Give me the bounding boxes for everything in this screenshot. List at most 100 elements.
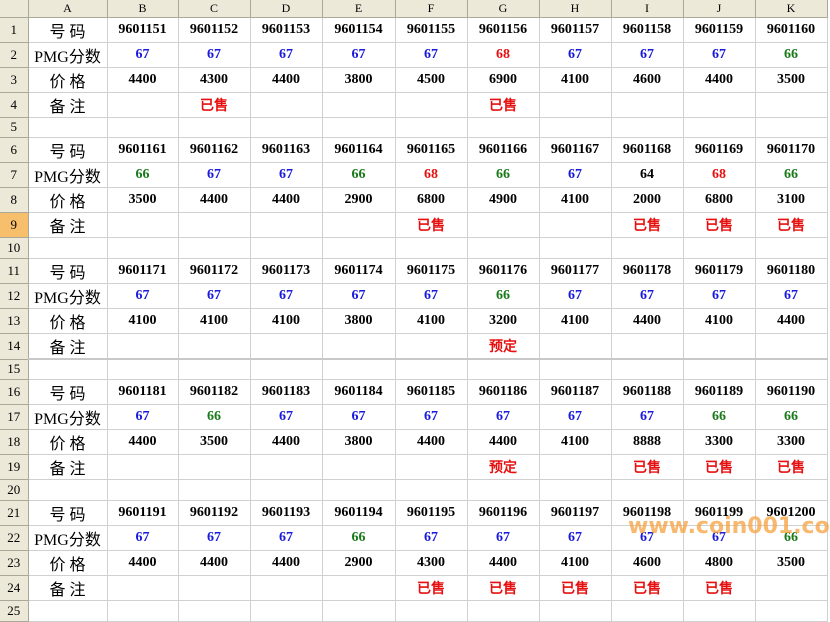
cell-score[interactable]: 67 (250, 42, 323, 68)
cell-score[interactable]: 67 (250, 162, 323, 189)
cell-score[interactable]: 67 (107, 404, 179, 431)
cell-note[interactable] (322, 92, 396, 118)
cell-note[interactable] (178, 454, 251, 481)
cell-note[interactable]: 预定 (467, 333, 540, 361)
cell-empty[interactable] (611, 117, 684, 139)
row-header[interactable]: 3 (0, 67, 29, 93)
cell-price[interactable]: 4400 (107, 550, 179, 577)
row-header[interactable]: 2 (0, 42, 29, 68)
cell-empty[interactable] (611, 600, 684, 622)
cell-score[interactable]: 67 (539, 525, 612, 552)
cell-note[interactable] (107, 454, 179, 481)
cell-price[interactable]: 4100 (539, 429, 612, 456)
cell-score[interactable]: 67 (107, 525, 179, 552)
column-header-h[interactable]: H (539, 0, 612, 18)
cell-code[interactable]: 9601198 (611, 500, 684, 527)
cell-empty[interactable] (755, 117, 828, 139)
cell-price[interactable]: 4400 (611, 308, 684, 335)
cell-code[interactable]: 9601178 (611, 258, 684, 285)
cell-price[interactable]: 3300 (755, 429, 828, 456)
cell-empty[interactable] (755, 359, 828, 381)
cell-note[interactable] (611, 333, 684, 361)
column-header-e[interactable]: E (322, 0, 396, 18)
row-header[interactable]: 21 (0, 500, 29, 527)
cell-price[interactable]: 3300 (683, 429, 756, 456)
cell-empty[interactable] (322, 600, 396, 622)
cell-score[interactable]: 67 (178, 283, 251, 310)
cell-price[interactable]: 4400 (250, 550, 323, 577)
cell-code[interactable]: 9601159 (683, 17, 756, 43)
cell-label[interactable] (28, 479, 108, 502)
cell-code[interactable]: 9601168 (611, 137, 684, 164)
cell-empty[interactable] (250, 117, 323, 139)
cell-score[interactable]: 67 (539, 42, 612, 68)
cell-note[interactable]: 已售 (467, 92, 540, 118)
cell-label[interactable]: PMG分数 (28, 404, 108, 431)
cell-code[interactable]: 9601169 (683, 137, 756, 164)
cell-price[interactable]: 4100 (539, 550, 612, 577)
cell-price[interactable]: 4400 (178, 187, 251, 214)
cell-note[interactable]: 已售 (611, 454, 684, 481)
cell-price[interactable]: 3100 (755, 187, 828, 214)
cell-note[interactable]: 已售 (395, 575, 468, 602)
cell-label[interactable] (28, 117, 108, 139)
cell-label[interactable]: 备 注 (28, 92, 108, 118)
cell-score[interactable]: 66 (107, 162, 179, 189)
cell-score[interactable]: 67 (611, 404, 684, 431)
cell-empty[interactable] (250, 359, 323, 381)
cell-score[interactable]: 66 (755, 404, 828, 431)
cell-note[interactable] (683, 333, 756, 361)
cell-price[interactable]: 4600 (611, 67, 684, 93)
cell-score[interactable]: 67 (107, 283, 179, 310)
cell-empty[interactable] (395, 600, 468, 622)
cell-code[interactable]: 9601164 (322, 137, 396, 164)
cell-code[interactable]: 9601200 (755, 500, 828, 527)
cell-code[interactable]: 9601179 (683, 258, 756, 285)
cell-code[interactable]: 9601162 (178, 137, 251, 164)
cell-code[interactable]: 9601191 (107, 500, 179, 527)
cell-code[interactable]: 9601182 (178, 379, 251, 406)
cell-empty[interactable] (755, 479, 828, 502)
cell-note[interactable] (395, 333, 468, 361)
cell-price[interactable]: 4600 (611, 550, 684, 577)
cell-code[interactable]: 9601190 (755, 379, 828, 406)
cell-code[interactable]: 9601189 (683, 379, 756, 406)
row-header[interactable]: 12 (0, 283, 29, 310)
cell-price[interactable]: 4500 (395, 67, 468, 93)
cell-empty[interactable] (683, 117, 756, 139)
cell-empty[interactable] (683, 600, 756, 622)
cell-note[interactable] (539, 333, 612, 361)
cell-price[interactable]: 4400 (250, 429, 323, 456)
row-header[interactable]: 13 (0, 308, 29, 335)
cell-score[interactable]: 68 (395, 162, 468, 189)
cell-note[interactable]: 已售 (683, 575, 756, 602)
cell-label[interactable]: PMG分数 (28, 42, 108, 68)
cell-code[interactable]: 9601185 (395, 379, 468, 406)
row-header[interactable]: 18 (0, 429, 29, 456)
cell-price[interactable]: 4800 (683, 550, 756, 577)
cell-note[interactable] (755, 333, 828, 361)
cell-note[interactable]: 已售 (755, 212, 828, 239)
cell-price[interactable]: 2900 (322, 187, 396, 214)
cell-code[interactable]: 9601156 (467, 17, 540, 43)
cell-empty[interactable] (467, 359, 540, 381)
cell-price[interactable]: 4300 (178, 67, 251, 93)
cell-empty[interactable] (467, 479, 540, 502)
cell-price[interactable]: 4100 (683, 308, 756, 335)
cell-label[interactable]: PMG分数 (28, 162, 108, 189)
cell-note[interactable] (755, 575, 828, 602)
cell-price[interactable]: 3500 (755, 67, 828, 93)
row-header[interactable]: 19 (0, 454, 29, 481)
cell-empty[interactable] (755, 237, 828, 260)
row-header[interactable]: 14 (0, 333, 29, 360)
cell-code[interactable]: 9601187 (539, 379, 612, 406)
cell-score[interactable]: 66 (322, 525, 396, 552)
cell-score[interactable]: 67 (322, 404, 396, 431)
cell-label[interactable]: 价 格 (28, 67, 108, 93)
column-header-j[interactable]: J (683, 0, 756, 18)
cell-code[interactable]: 9601175 (395, 258, 468, 285)
cell-note[interactable] (250, 575, 323, 602)
cell-label[interactable]: 备 注 (28, 212, 108, 239)
cell-code[interactable]: 9601171 (107, 258, 179, 285)
cell-code[interactable]: 9601174 (322, 258, 396, 285)
